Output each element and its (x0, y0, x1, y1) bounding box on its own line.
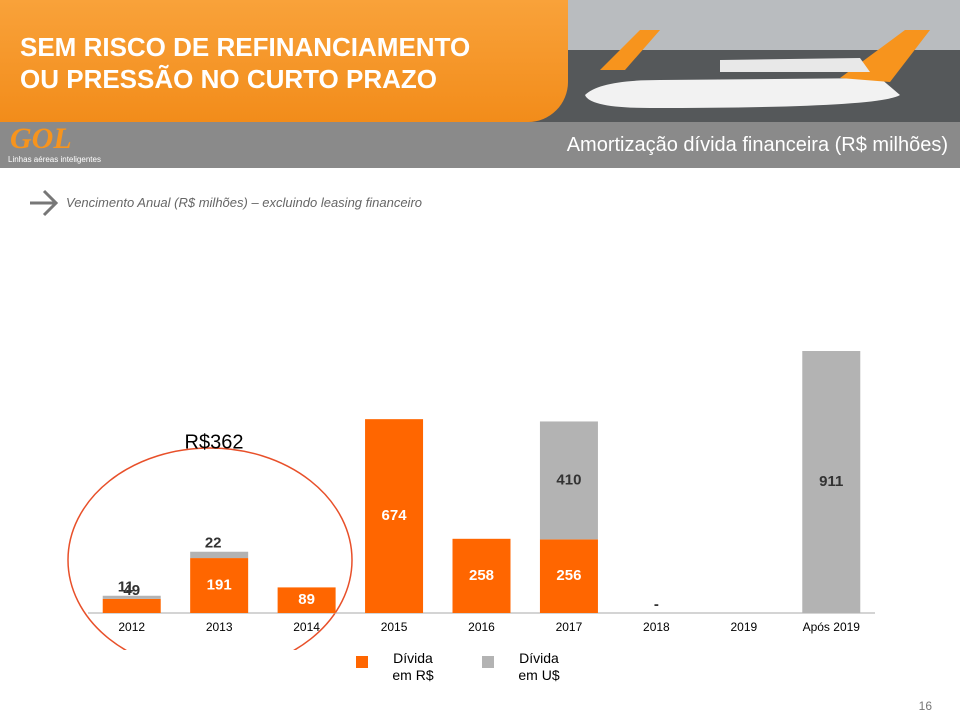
heading: SEM RISCO DE REFINANCIAMENTO (20, 32, 471, 62)
data-label: 674 (382, 507, 408, 524)
data-label: - (654, 596, 659, 613)
data-label: 89 (298, 591, 315, 608)
bar-segment (102, 598, 161, 613)
data-label: 258 (469, 567, 494, 584)
data-label: 191 (207, 577, 232, 594)
bar-segment (365, 419, 424, 613)
data-label: 256 (556, 567, 581, 584)
plane (585, 78, 900, 108)
tail (600, 30, 660, 70)
header: SEM RISCO DE REFINANCIAMENTO OU PRESSÃO … (0, 0, 568, 122)
x-tick-label: 2016 (468, 620, 495, 634)
x-tick-label: 2013 (206, 620, 233, 634)
highlight-ellipse (67, 447, 353, 650)
arrow (30, 189, 59, 217)
subtitle: Vencimento Anual (R$ milhões) – excluind… (66, 195, 423, 210)
logo: GOL (10, 122, 72, 155)
bar-segment (277, 587, 336, 613)
x-tick-label: Após 2019 (803, 620, 861, 634)
bar-segment (190, 551, 249, 559)
x-tick-label: 2018 (643, 620, 670, 634)
plane (720, 58, 870, 72)
legend-swatch (482, 656, 494, 668)
legend-swatch (356, 656, 368, 668)
bar-segment (452, 538, 511, 613)
data-label: 49 (123, 582, 140, 599)
legend-label: Dívida em U$ (518, 650, 560, 683)
legend-label: Dívida em R$ (392, 650, 434, 683)
x-tick-label: 2019 (730, 620, 757, 634)
heading: OU PRESSÃO NO CURTO PRAZO (20, 64, 438, 94)
bar-segment (802, 351, 861, 613)
bar-segment (102, 595, 161, 599)
x-tick-label: 2012 (118, 620, 145, 634)
data-label: 410 (556, 471, 581, 488)
photo (520, 0, 960, 122)
bar-segment (539, 539, 598, 613)
chart-title: Amortização dívida financeira (R$ milhõe… (566, 134, 948, 156)
x-tick-label: 2017 (556, 620, 583, 634)
x-tick-label: 2015 (381, 620, 408, 634)
x-tick-label: 2014 (293, 620, 320, 634)
annotation: R$362 (185, 431, 244, 453)
data-label: 11 (118, 579, 134, 596)
bar-segment (539, 421, 598, 540)
logo-tagline: Linhas aéreas inteligentes (8, 155, 101, 164)
title-band: GOL Linhas aéreas inteligentes Amortizaç… (0, 122, 960, 168)
page-number: 16 (918, 699, 932, 712)
bar-segment (190, 558, 249, 613)
data-label: 22 (205, 535, 222, 552)
data-label: 911 (819, 473, 843, 490)
